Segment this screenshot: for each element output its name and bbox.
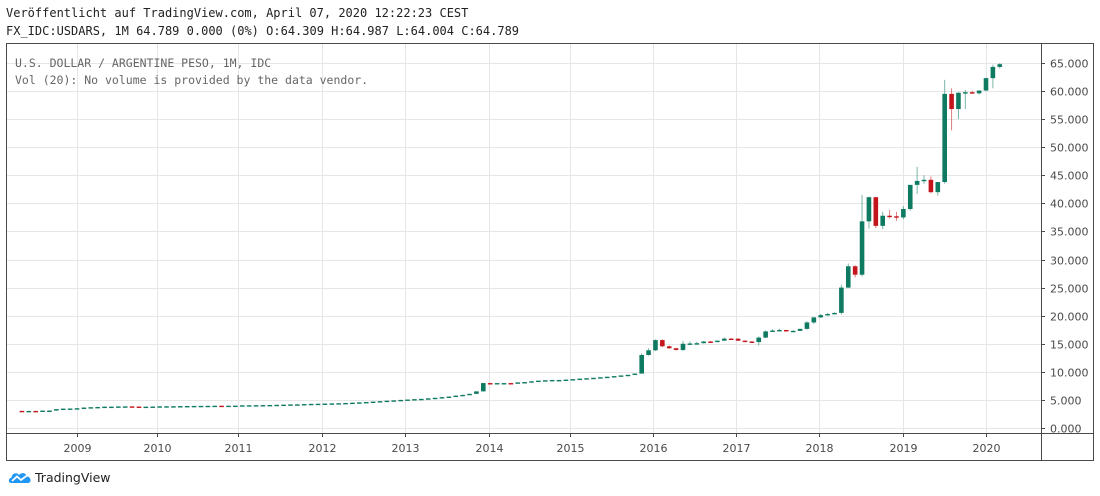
y-tick-label: 40.000: [1050, 198, 1089, 211]
candles: [19, 63, 1003, 413]
series-legend-title: U.S. DOLLAR / ARGENTINE PESO, 1M, IDC: [15, 56, 272, 70]
brand-name: TradingView: [35, 469, 111, 485]
tradingview-logo[interactable]: TradingView: [8, 469, 111, 485]
y-tick-label: 20.000: [1050, 311, 1089, 324]
x-tick-label: 2019: [890, 442, 918, 455]
volume-legend: Vol (20): No volume is provided by the d…: [15, 73, 369, 87]
last-price: 64.789: [136, 24, 180, 38]
x-tick-label: 2009: [64, 442, 92, 455]
y-tick-label: 35.000: [1050, 226, 1089, 239]
high-value: H:64.987: [331, 24, 389, 38]
x-tick-label: 2014: [476, 442, 504, 455]
x-tick-label: 2020: [973, 442, 1001, 455]
x-tick-label: 2017: [723, 442, 751, 455]
y-tick-label: 5.000: [1050, 395, 1082, 408]
y-tick-label: 15.000: [1050, 339, 1089, 352]
open-value: O:64.309: [266, 24, 324, 38]
published-caption: Veröffentlicht auf TradingView.com, Apri…: [6, 6, 469, 20]
symbol-label: FX_IDC:USDARS, 1M: [6, 24, 129, 38]
y-tick-label: 60.000: [1050, 86, 1089, 99]
x-tick-label: 2016: [640, 442, 668, 455]
y-tick-label: 45.000: [1050, 170, 1089, 183]
x-tick-label: 2015: [557, 442, 585, 455]
low-value: L:64.004: [396, 24, 454, 38]
close-value: C:64.789: [461, 24, 520, 38]
chart-frame[interactable]: [6, 43, 1094, 461]
y-tick-label: 30.000: [1050, 255, 1089, 268]
y-tick-label: 10.000: [1050, 367, 1089, 380]
y-tick-label: 50.000: [1050, 142, 1089, 155]
y-tick-label: 25.000: [1050, 283, 1089, 296]
y-tick-label: 55.000: [1050, 114, 1089, 127]
price-change: 0.000 (0%): [186, 24, 259, 38]
y-tick-label: 65.000: [1050, 58, 1089, 71]
x-tick-label: 2012: [309, 442, 337, 455]
x-tick-label: 2010: [144, 442, 172, 455]
symbol-ohlc-line: FX_IDC:USDARS, 1M 64.789 0.000 (0%) O:64…: [6, 24, 519, 38]
y-tick-label: 0.000: [1050, 423, 1082, 436]
x-tick-label: 2018: [806, 442, 834, 455]
cloud-chart-icon: [8, 473, 31, 483]
x-tick-label: 2013: [392, 442, 420, 455]
x-tick-label: 2011: [225, 442, 253, 455]
